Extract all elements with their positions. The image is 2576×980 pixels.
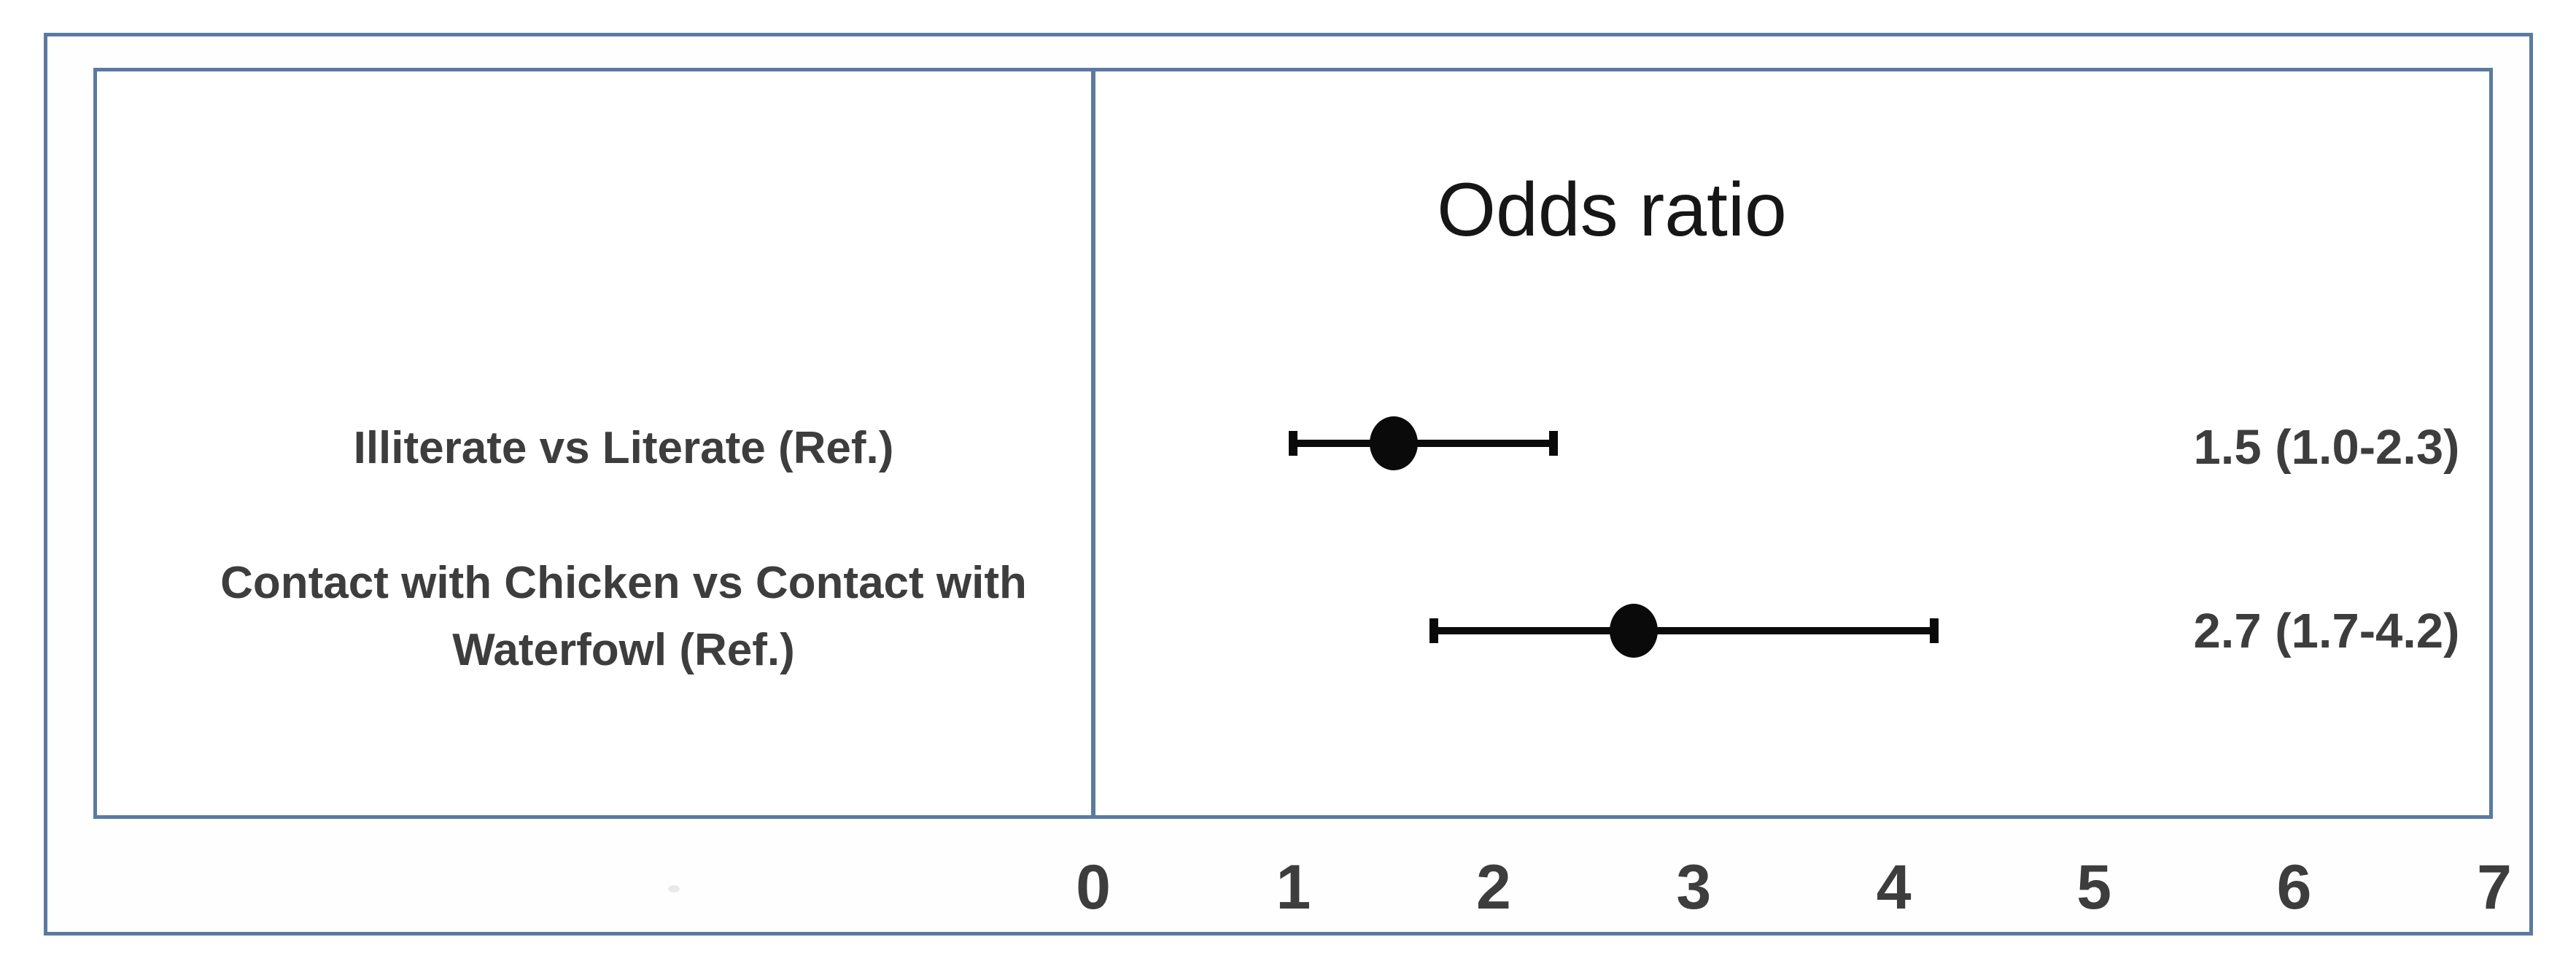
or-value-label-row2: 2.7 (1.7-4.2) — [2193, 604, 2460, 658]
ci-cap-lower — [1429, 618, 1438, 643]
or-value-label-row1: 1.5 (1.0-2.3) — [2193, 420, 2460, 475]
axis-tick-label: 1 — [1276, 852, 1311, 922]
axis-tick-label: 6 — [2276, 852, 2312, 922]
axis-tick-label: 0 — [1076, 852, 1111, 922]
ci-cap-upper — [1549, 431, 1559, 456]
scan-artifact-dot — [668, 885, 680, 892]
zero-axis-line — [1091, 68, 1095, 819]
ci-line — [1293, 440, 1554, 447]
row-label-contact: Contact with Chicken vs Contact with Wat… — [220, 558, 1027, 675]
odds-ratio-point-marker — [1609, 604, 1658, 658]
axis-tick-label: 7 — [2477, 852, 2512, 922]
ci-line — [1433, 627, 1934, 634]
ci-cap-upper — [1929, 618, 1939, 643]
axis-tick-label: 5 — [2076, 852, 2112, 922]
row-label-illiterate: Illiterate vs Literate (Ref.) — [353, 423, 894, 473]
axis-tick-label: 3 — [1676, 852, 1712, 922]
axis-tick-label: 4 — [1876, 852, 1912, 922]
ci-cap-lower — [1289, 431, 1298, 456]
axis-tick-label: 2 — [1475, 852, 1511, 922]
odds-ratio-point-marker — [1369, 416, 1418, 470]
chart-title: Odds ratio — [1437, 168, 1787, 252]
